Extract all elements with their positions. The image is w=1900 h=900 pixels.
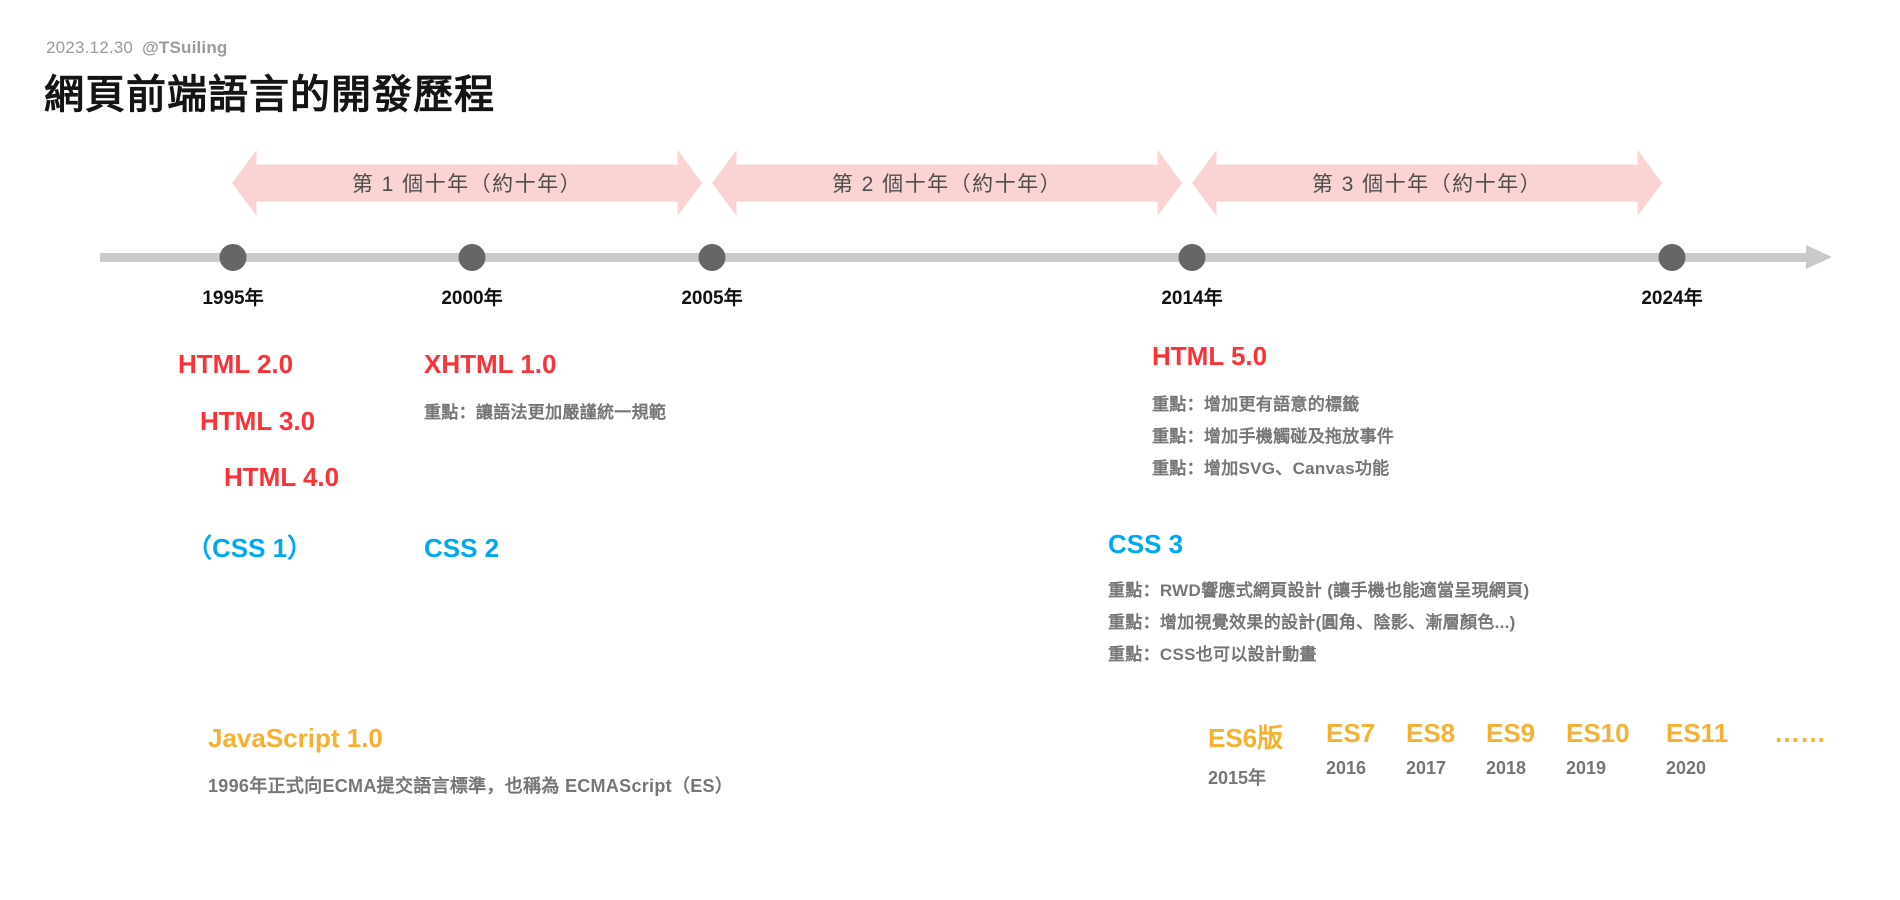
timeline-year-label: 2014年 [1161,288,1223,309]
javascript-note: 1996年正式向ECMA提交語言標準，也稱為 ECMAScript（ES） [208,775,734,796]
ecmascript-name: ES9 [1486,718,1536,748]
css3-note: 重點：增加視覺效果的設計(圓角、陰影、漸層顏色...) [1108,612,1516,632]
timeline-dot-2005[interactable] [698,244,726,271]
xhtml-note: 重點：讓語法更加嚴謹統一規範 [424,402,667,422]
javascript-title: JavaScript 1.0 [208,723,383,753]
byline: 2023.12.30 @TSuiling [46,38,228,58]
timeline-dot-2000[interactable] [458,244,486,271]
html5-note: 重點：增加SVG、Canvas功能 [1152,459,1390,479]
html-early-versions: HTML 2.0 HTML 3.0 HTML 4.0 [178,348,339,494]
ecmascript-item: ES9 2018 [1486,718,1535,779]
timeline-year-label: 2024年 [1641,288,1703,309]
css3-block: CSS 3 重點：RWD響應式網頁設計 (讓手機也能適當呈現網頁) 重點：增加視… [1108,528,1529,671]
ecmascript-name: …… [1774,718,1826,748]
page-title: 網頁前端語言的開發歷程 [44,73,495,117]
ecmascript-name: ES11 [1666,718,1729,748]
decade-arrow-1: 第 1 個十年（約十年） [232,150,702,216]
decade-arrow-band: 第 1 個十年（約十年） 第 2 個十年（約十年） 第 3 個十年（約十年） [0,150,1900,220]
xhtml-title: XHTML 1.0 [424,349,557,379]
decade-arrow-label: 第 2 個十年（約十年） [831,173,1063,196]
author-handle: @TSuiling [142,38,228,57]
html5-note: 重點：增加更有語意的標籤 [1152,394,1360,414]
timeline-year-label: 2000年 [441,288,503,309]
ecmascript-item: …… [1774,718,1826,749]
ecmascript-year: 2019 [1566,758,1607,778]
css3-note: 重點：RWD響應式網頁設計 (讓手機也能適當呈現網頁) [1108,580,1530,600]
timeline-dot-2014[interactable] [1178,244,1206,271]
timeline-axis [100,253,1810,262]
ecmascript-name: ES10 [1566,718,1630,748]
ecmascript-year: 2020 [1666,758,1707,778]
ecmascript-item: ES7 2016 [1326,718,1375,779]
ecmascript-item: ES11 2020 [1666,718,1728,779]
ecmascript-year: 2018 [1486,758,1527,778]
decade-arrow-3: 第 3 個十年（約十年） [1192,150,1662,216]
timeline-dot-2024[interactable] [1658,244,1686,271]
ecmascript-name: ES8 [1406,718,1456,748]
axis-arrowhead-icon [1806,245,1832,269]
decade-arrow-2: 第 2 個十年（約十年） [712,150,1182,216]
ecmascript-versions: ES6版 2015年 ES7 2016 ES8 2017 ES9 2018 ES10 2019 ES… [1208,718,1868,808]
decade-arrow-label: 第 3 個十年（約十年） [1311,173,1543,196]
css1-title: （CSS 1） [186,533,314,563]
timeline-dot-1995[interactable] [219,244,247,271]
ecmascript-year: 2015年 [1208,768,1267,788]
css2-title: CSS 2 [424,533,500,563]
decade-arrow-label: 第 1 個十年（約十年） [351,173,583,196]
xhtml-block: XHTML 1.0 重點：讓語法更加嚴謹統一規範 [424,348,666,429]
version-label: HTML 4.0 [224,462,340,492]
version-label: HTML 3.0 [200,405,316,436]
timeline-year-label: 1995年 [202,288,264,309]
ecmascript-name: ES7 [1326,718,1376,748]
css3-note: 重點：CSS也可以設計動畫 [1108,645,1317,665]
html5-note: 重點：增加手機觸碰及拖放事件 [1152,426,1395,446]
javascript-block: JavaScript 1.0 1996年正式向ECMA提交語言標準，也稱為 EC… [208,722,733,803]
css3-title: CSS 3 [1108,529,1184,559]
ecmascript-year: 2017 [1406,758,1447,778]
ecmascript-year: 2016 [1326,758,1367,778]
ecmascript-item: ES8 2017 [1406,718,1455,779]
ecmascript-item: ES6版 2015年 [1208,718,1283,790]
html5-title: HTML 5.0 [1152,341,1268,371]
ecmascript-name: ES6版 [1208,723,1284,753]
publish-date: 2023.12.30 [46,38,134,57]
timeline-year-label: 2005年 [681,288,743,309]
ecmascript-item: ES10 2019 [1566,718,1630,779]
version-label: HTML 2.0 [178,349,294,379]
html5-block: HTML 5.0 重點：增加更有語意的標籤 重點：增加手機觸碰及拖放事件 重點：… [1152,340,1394,485]
